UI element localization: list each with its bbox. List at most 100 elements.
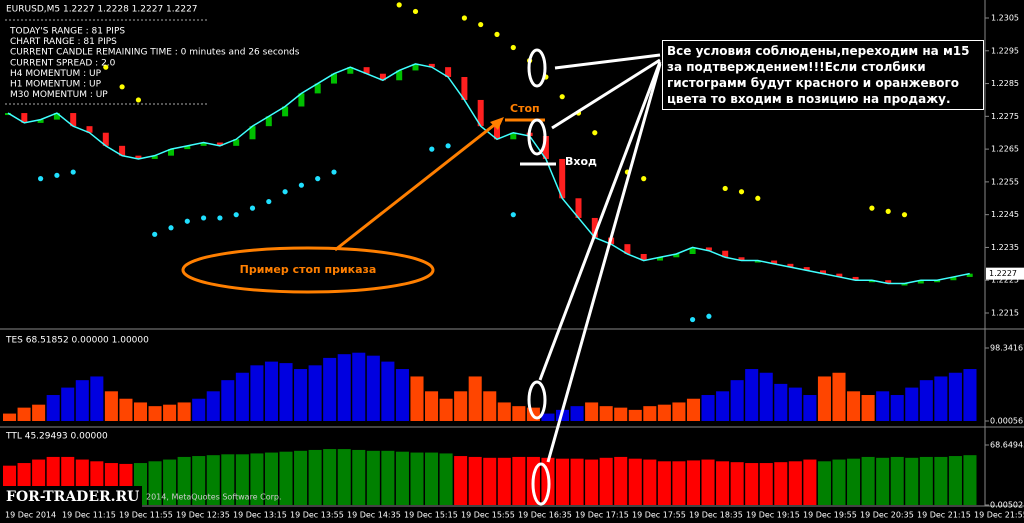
sar-dot <box>755 195 761 201</box>
info-line: CURRENT CANDLE REMAINING TIME : 0 minute… <box>10 48 300 58</box>
tes-title: TES 68.51852 0.00000 1.00000 <box>5 336 149 346</box>
hist-bar <box>890 456 904 505</box>
candle <box>803 267 810 271</box>
candle <box>396 70 403 81</box>
sar-dot <box>510 212 516 218</box>
hist-bar <box>395 369 409 421</box>
hist-bar <box>788 387 802 421</box>
hist-bar <box>323 357 337 421</box>
hist-bar <box>148 406 162 421</box>
hist-bar <box>3 413 17 421</box>
hist-bar <box>716 391 730 421</box>
hist-bar <box>686 460 701 505</box>
candle <box>934 280 941 283</box>
hist-bar <box>221 454 235 505</box>
hist-bar <box>206 391 220 421</box>
hist-bar <box>454 456 468 505</box>
candle <box>86 126 93 133</box>
hist-bar <box>250 365 264 421</box>
sar-dot <box>396 2 402 8</box>
hist-bar <box>468 456 482 505</box>
hist-bar <box>352 449 366 505</box>
sar-dot <box>249 205 256 211</box>
hist-bar <box>774 383 788 421</box>
sar-dot <box>184 218 190 224</box>
hist-bar <box>657 404 671 421</box>
time-label: 19 Dec 19:15 <box>746 511 800 520</box>
hist-bar <box>570 406 584 421</box>
candle <box>314 83 321 94</box>
candle <box>510 132 517 140</box>
time-label: 19 Dec 15:15 <box>404 511 458 520</box>
hist-bar <box>817 376 831 421</box>
note-box: Все условия соблюдены,переходим на м15 з… <box>662 40 984 110</box>
candle <box>950 276 957 281</box>
candle <box>428 63 435 68</box>
entry-label: Вход <box>565 155 597 168</box>
hist-bar <box>468 376 482 421</box>
copyright: 2014, MetaQuotes Software Corp. <box>146 493 282 502</box>
candle <box>966 273 973 277</box>
time-label: 19 Dec 11:15 <box>62 511 116 520</box>
info-line: M30 MOMENTUM : UP <box>10 90 108 100</box>
candle <box>542 136 549 159</box>
time-label: 19 Dec 2014 <box>5 511 56 520</box>
hist-bar <box>847 458 861 505</box>
candle <box>852 276 859 281</box>
candle <box>885 280 892 284</box>
sar-dot <box>298 182 304 188</box>
candle <box>331 73 337 84</box>
sar-dot <box>152 231 158 237</box>
hist-bar <box>439 453 453 505</box>
sar-dot <box>412 8 419 15</box>
info-line: H1 MOMENTUM : UP <box>10 80 102 90</box>
hist-bar <box>701 395 715 421</box>
sar-dot <box>901 212 908 218</box>
sar-dot <box>266 198 272 205</box>
hist-bar <box>221 380 235 421</box>
sar-dot <box>54 172 60 178</box>
hist-bar <box>454 391 468 421</box>
hist-bar <box>963 455 977 505</box>
hist-bar <box>963 369 977 421</box>
sar-dot <box>510 44 516 51</box>
sar-dot <box>722 185 728 192</box>
info-line: CURRENT SPREAD : 2.0 <box>10 58 116 68</box>
hist-bar <box>905 457 919 505</box>
sar-dot <box>885 208 891 214</box>
candle <box>575 198 582 218</box>
hist-bar <box>628 458 642 505</box>
hist-bar <box>599 406 613 421</box>
time-label: 19 Dec 15:55 <box>461 511 515 520</box>
hist-bar <box>497 402 511 421</box>
hist-bar <box>148 461 162 505</box>
hist-bar <box>512 456 526 505</box>
sar-dot <box>70 169 76 175</box>
hist-bar <box>890 395 904 421</box>
hist-bar <box>104 391 118 421</box>
hist-bar <box>570 458 584 505</box>
hist-bar <box>948 456 962 505</box>
highlights <box>527 48 662 506</box>
sar-dot <box>494 31 500 37</box>
candle <box>461 77 468 100</box>
candle <box>53 113 60 120</box>
hist-bar <box>279 451 293 505</box>
hist-bar <box>235 372 249 421</box>
sar-dot <box>869 205 875 211</box>
hist-bar <box>759 372 773 421</box>
current-price-box <box>986 267 1024 280</box>
hist-bar <box>919 380 933 421</box>
time-label: 19 Dec 18:35 <box>689 511 743 520</box>
sar-dot <box>641 176 647 182</box>
time-label: 19 Dec 21:55 <box>974 511 1024 520</box>
time-label: 19 Dec 17:15 <box>575 511 629 520</box>
hist-bar <box>832 372 846 421</box>
hist-bar <box>643 406 657 421</box>
candle <box>722 250 729 258</box>
candle <box>657 257 663 261</box>
hist-bar <box>730 380 744 421</box>
price-label: 1.2215 <box>991 309 1019 318</box>
candle <box>233 139 240 146</box>
candle <box>119 145 126 156</box>
